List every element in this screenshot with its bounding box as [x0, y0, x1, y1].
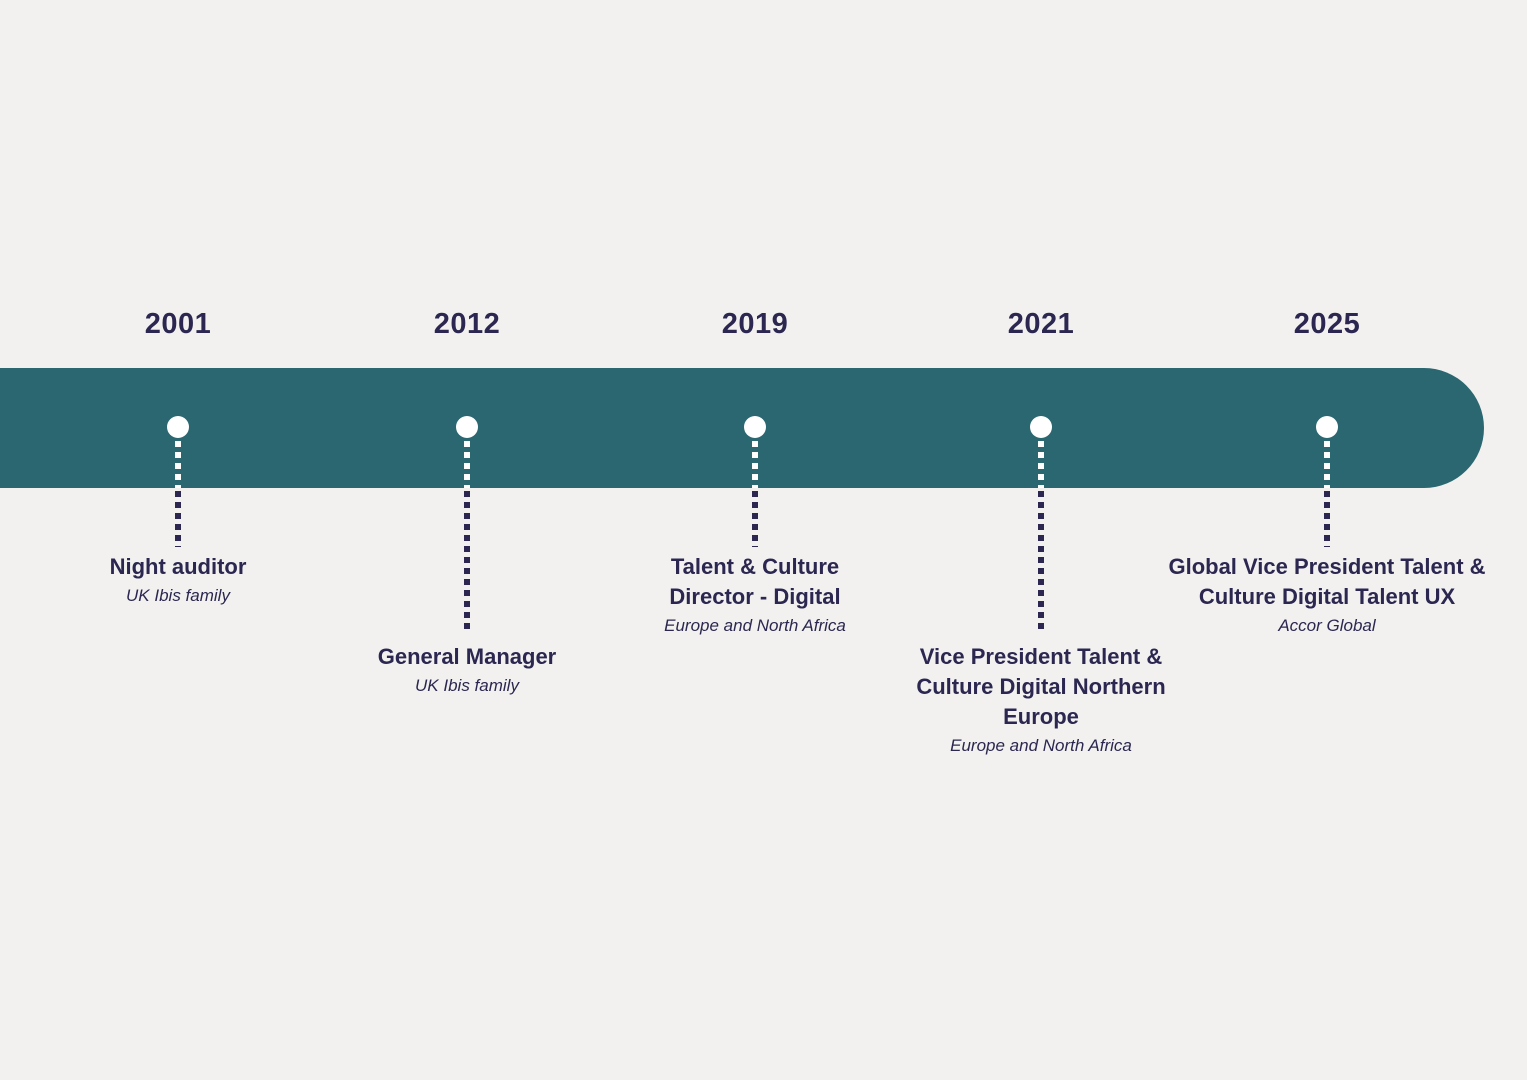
milestone-subtitle: Europe and North Africa: [950, 736, 1132, 755]
milestone-subtitle: UK Ibis family: [126, 586, 230, 605]
milestone-year: 2025: [1293, 308, 1361, 340]
dotted-connector: [1038, 491, 1044, 631]
dotted-connector: [464, 491, 470, 631]
milestone-title: Night auditor: [109, 554, 247, 579]
dotted-connector: [752, 491, 758, 547]
milestone-subtitle: UK Ibis family: [415, 676, 519, 695]
dotted-connector: [175, 491, 181, 547]
milestone-title: Talent & Culture Director - Digital: [669, 554, 841, 609]
timeline-bar: [0, 368, 1484, 488]
milestone-year: 2001: [144, 308, 212, 340]
milestone-label: General Manager UK Ibis family: [252, 642, 682, 699]
milestone-year: 2021: [1007, 308, 1075, 340]
milestone-label: Global Vice President Talent & Culture D…: [1112, 552, 1527, 639]
milestone-title: General Manager: [377, 644, 557, 669]
milestone-label: Vice President Talent & Culture Digital …: [826, 642, 1256, 759]
milestone-year: 2012: [433, 308, 501, 340]
milestone-label: Talent & Culture Director - Digital Euro…: [540, 552, 970, 639]
dotted-connector: [1324, 491, 1330, 547]
milestone-year: 2019: [721, 308, 789, 340]
milestone-title: Global Vice President Talent & Culture D…: [1168, 554, 1486, 609]
milestone-label: Night auditor UK Ibis family: [0, 552, 393, 609]
milestone-subtitle: Accor Global: [1278, 616, 1376, 635]
milestone-subtitle: Europe and North Africa: [664, 616, 846, 635]
milestone-title: Vice President Talent & Culture Digital …: [916, 644, 1166, 729]
